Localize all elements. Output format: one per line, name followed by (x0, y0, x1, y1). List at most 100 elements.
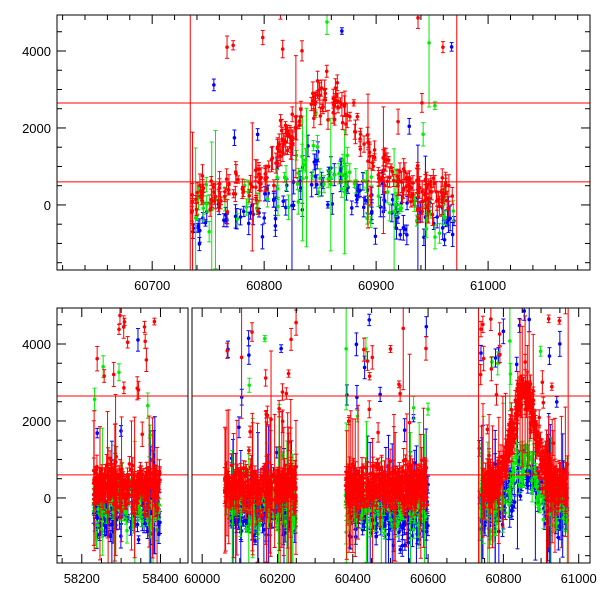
data-point-red (260, 35, 265, 40)
data-point-red (370, 160, 375, 165)
data-point-red (257, 167, 261, 172)
data-point-blue (247, 353, 251, 357)
data-point-red (441, 45, 445, 49)
data-point-red (389, 165, 393, 170)
data-point-blue (248, 211, 253, 215)
x-tick-label: 60800 (246, 278, 282, 293)
data-point-green (124, 511, 128, 515)
data-point-red (224, 177, 229, 181)
data-point-green (140, 519, 144, 524)
data-point-red (95, 496, 99, 501)
data-point-red (114, 484, 119, 488)
data-point-red (254, 197, 258, 202)
data-point-blue (119, 534, 123, 538)
data-point-red (280, 47, 285, 51)
data-point-green (337, 171, 341, 176)
data-point-red (200, 174, 205, 178)
data-point-red (283, 139, 288, 144)
data-point-red (233, 192, 238, 196)
data-point-red (299, 114, 303, 119)
data-point-green (443, 215, 447, 220)
data-point-red (154, 482, 159, 486)
data-point-green (300, 154, 304, 159)
x-tick-label: 58400 (142, 571, 178, 586)
axes-frame (56, 14, 591, 271)
data-point-green (286, 205, 291, 210)
y-tick-label: 2000 (22, 121, 51, 136)
data-point-blue (255, 132, 260, 137)
data-point-green (282, 175, 287, 180)
data-point-blue (196, 223, 201, 228)
data-point-blue (233, 214, 238, 219)
data-point-green (125, 528, 129, 533)
data-point-red (281, 150, 285, 155)
data-point-blue (212, 83, 216, 87)
data-point-green (328, 182, 333, 187)
data-point-green (275, 175, 279, 180)
data-point-red (144, 358, 149, 362)
data-point-red (111, 502, 116, 507)
data-point-blue (355, 197, 359, 202)
data-point-green (340, 172, 345, 177)
data-point-red (411, 192, 415, 197)
data-point-red (333, 86, 338, 90)
data-point-red (100, 467, 104, 471)
data-point-red (125, 340, 130, 345)
data-point-green (395, 196, 399, 201)
data-point-green (318, 176, 322, 181)
data-point-red (423, 198, 428, 203)
data-point-red (212, 199, 217, 203)
data-point-green (397, 207, 402, 212)
data-point-blue (398, 232, 403, 237)
data-point-green (326, 177, 330, 181)
data-point-red (376, 176, 381, 181)
data-point-red (353, 130, 358, 134)
data-point-red (366, 159, 370, 163)
data-point-red (195, 190, 199, 195)
data-point-red (259, 175, 263, 180)
data-point-red (118, 491, 123, 496)
data-point-blue (313, 174, 318, 179)
data-point-green (94, 537, 99, 542)
data-point-red (266, 164, 271, 169)
data-point-red (331, 110, 336, 115)
data-point-red (322, 87, 327, 92)
data-point-blue (390, 197, 395, 202)
data-point-green (342, 190, 347, 194)
data-point-green (99, 527, 104, 531)
data-point-red (107, 480, 112, 485)
data-point-red (100, 484, 105, 489)
data-point-green (345, 153, 350, 158)
data-point-blue (241, 209, 246, 214)
data-point-blue (349, 206, 354, 210)
data-point-red (109, 484, 114, 488)
data-point-red (139, 476, 144, 481)
data-point-green (376, 194, 381, 198)
data-point-red (96, 478, 101, 483)
data-point-red (135, 386, 140, 391)
data-point-red (431, 176, 436, 181)
data-point-red (340, 120, 345, 125)
data-point-blue (281, 199, 286, 204)
data-point-red (441, 194, 446, 198)
data-point-red (149, 471, 153, 475)
data-point-green (204, 182, 209, 187)
data-point-red (201, 186, 206, 191)
data-point-red (233, 170, 238, 174)
data-point-blue (306, 144, 310, 148)
data-point-red (355, 114, 360, 119)
data-point-red (153, 492, 157, 497)
data-point-red (324, 69, 329, 74)
data-point-red (272, 183, 276, 188)
data-point-blue (222, 218, 226, 223)
data-point-red (253, 168, 258, 173)
data-point-blue (262, 528, 266, 532)
data-point-green (101, 364, 105, 369)
data-point-red (447, 183, 451, 188)
data-point-red (256, 209, 260, 213)
data-point-blue (326, 203, 330, 207)
data-point-green (433, 103, 437, 108)
data-point-blue (272, 197, 276, 202)
data-point-red (248, 182, 253, 186)
data-point-red (384, 157, 388, 162)
